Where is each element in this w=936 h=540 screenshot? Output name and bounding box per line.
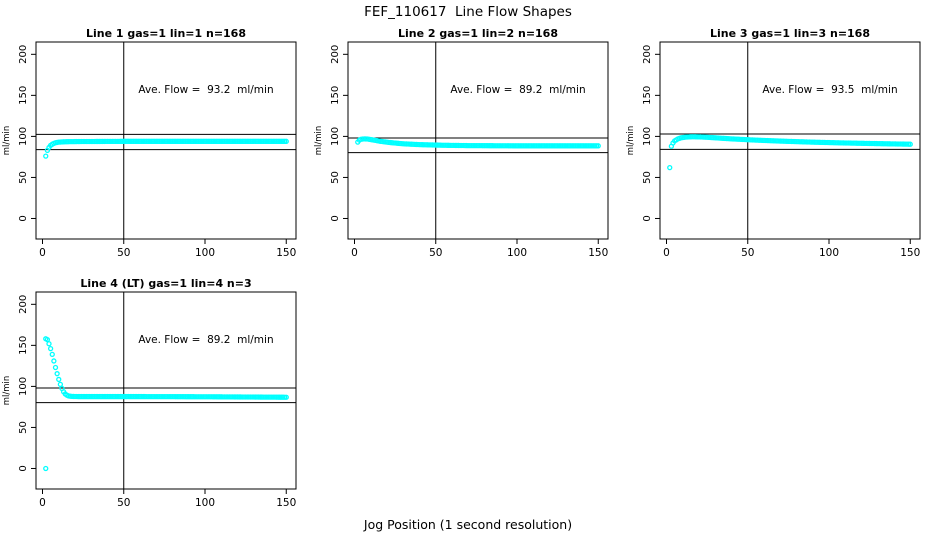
panel-title-line-3: Line 3 gas=1 lin=3 n=168 [709, 27, 870, 40]
svg-text:ml/min: ml/min [626, 126, 636, 156]
svg-text:150: 150 [900, 247, 920, 259]
svg-text:150: 150 [276, 497, 296, 509]
svg-text:0: 0 [642, 215, 653, 221]
svg-text:200: 200 [18, 295, 29, 314]
svg-text:150: 150 [18, 336, 29, 355]
svg-text:0: 0 [18, 215, 29, 221]
panel-title-line-2: Line 2 gas=1 lin=2 n=168 [397, 27, 558, 40]
svg-text:100: 100 [507, 247, 527, 259]
svg-text:100: 100 [195, 497, 215, 509]
svg-text:200: 200 [642, 45, 653, 64]
plot-area-line-4: 0 50 100 150 200 ml/min 0 50 100 150 [2, 291, 297, 509]
svg-text:50: 50 [642, 171, 653, 184]
svg-text:0: 0 [39, 247, 46, 259]
figure-title: FEF_110617 Line Flow Shapes [364, 4, 572, 20]
panel-line-1: 0 50 100 150 200 ml/min 0 50 100 150 Line 1 gas=1… [0, 22, 312, 267]
svg-text:100: 100 [330, 127, 341, 146]
svg-text:100: 100 [642, 127, 653, 146]
plot-area-line-2: 0 50 100 150 200 ml/min 0 50 100 150 [314, 41, 609, 259]
svg-text:50: 50 [741, 247, 754, 259]
svg-text:ml/min: ml/min [2, 126, 12, 156]
ave-flow-label-line-1: Ave. Flow = 93.2 ml/min [138, 84, 274, 96]
svg-text:50: 50 [117, 247, 130, 259]
svg-text:50: 50 [18, 171, 29, 184]
ave-flow-label-line-4: Ave. Flow = 89.2 ml/min [138, 334, 274, 346]
svg-text:0: 0 [351, 247, 358, 259]
svg-text:100: 100 [18, 127, 29, 146]
svg-text:100: 100 [195, 247, 215, 259]
svg-text:ml/min: ml/min [314, 126, 324, 156]
svg-text:100: 100 [819, 247, 839, 259]
svg-text:0: 0 [39, 497, 46, 509]
panel-title-line-4: Line 4 (LT) gas=1 lin=4 n=3 [80, 277, 252, 290]
svg-text:150: 150 [642, 86, 653, 105]
ave-flow-label-line-3: Ave. Flow = 93.5 ml/min [762, 84, 898, 96]
svg-text:50: 50 [429, 247, 442, 259]
panel-line-3: 0 50 100 150 200 ml/min 0 50 100 150 Line 3 gas=1… [624, 22, 936, 267]
plot-area-line-3: 0 50 100 150 200 ml/min 0 50 100 150 [626, 41, 921, 259]
panel-line-4: 0 50 100 150 200 ml/min 0 50 100 150 Line 4 (LT) … [0, 272, 312, 517]
panel-title-line-1: Line 1 gas=1 lin=1 n=168 [85, 27, 246, 40]
svg-text:150: 150 [330, 86, 341, 105]
panel-line-2: 0 50 100 150 200 ml/min 0 50 100 150 Line 2 gas=1… [312, 22, 624, 267]
svg-text:150: 150 [588, 247, 608, 259]
plot-area-line-1: 0 50 100 150 200 ml/min 0 50 100 150 [2, 41, 297, 259]
svg-text:0: 0 [663, 247, 670, 259]
x-axis-caption: Jog Position (1 second resolution) [363, 517, 573, 532]
svg-text:50: 50 [117, 497, 130, 509]
svg-text:50: 50 [330, 171, 341, 184]
svg-text:ml/min: ml/min [2, 376, 12, 406]
svg-text:200: 200 [18, 45, 29, 64]
ave-flow-label-line-2: Ave. Flow = 89.2 ml/min [450, 84, 586, 96]
svg-text:150: 150 [276, 247, 296, 259]
svg-text:0: 0 [18, 465, 29, 471]
svg-text:200: 200 [330, 45, 341, 64]
svg-text:150: 150 [18, 86, 29, 105]
svg-text:100: 100 [18, 377, 29, 396]
svg-text:50: 50 [18, 421, 29, 434]
svg-text:0: 0 [330, 215, 341, 221]
